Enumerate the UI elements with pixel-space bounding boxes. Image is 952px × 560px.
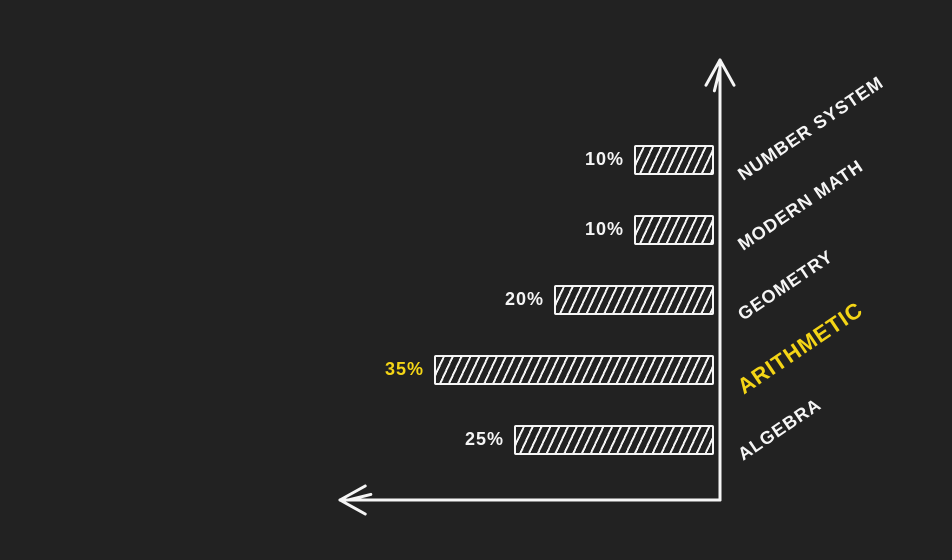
bar-arithmetic bbox=[434, 355, 714, 385]
pct-label: 25% bbox=[434, 429, 504, 450]
bar-geometry bbox=[554, 285, 714, 315]
bar-modern-math bbox=[634, 215, 714, 245]
bar-algebra bbox=[514, 425, 714, 455]
pct-label: 10% bbox=[554, 219, 624, 240]
pct-label: 35% bbox=[354, 359, 424, 380]
chalkboard-chart: 10%10%20%35%25% NUMBER SYSTEMMODERN MATH… bbox=[0, 0, 952, 560]
pct-label: 20% bbox=[474, 289, 544, 310]
bar-number-system bbox=[634, 145, 714, 175]
pct-label: 10% bbox=[554, 149, 624, 170]
